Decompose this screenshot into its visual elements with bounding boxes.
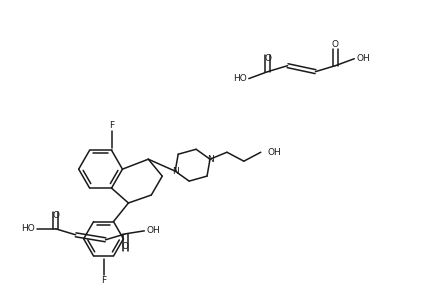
Text: N: N (171, 167, 178, 176)
Text: O: O (122, 242, 129, 251)
Text: OH: OH (267, 148, 281, 157)
Text: O: O (52, 211, 59, 221)
Text: F: F (109, 121, 114, 130)
Text: HO: HO (21, 224, 35, 233)
Text: HO: HO (233, 74, 246, 83)
Text: O: O (331, 40, 338, 49)
Text: OH: OH (355, 54, 369, 63)
Text: OH: OH (146, 226, 160, 235)
Text: O: O (264, 54, 271, 63)
Text: F: F (101, 276, 106, 285)
Text: N: N (206, 155, 213, 164)
